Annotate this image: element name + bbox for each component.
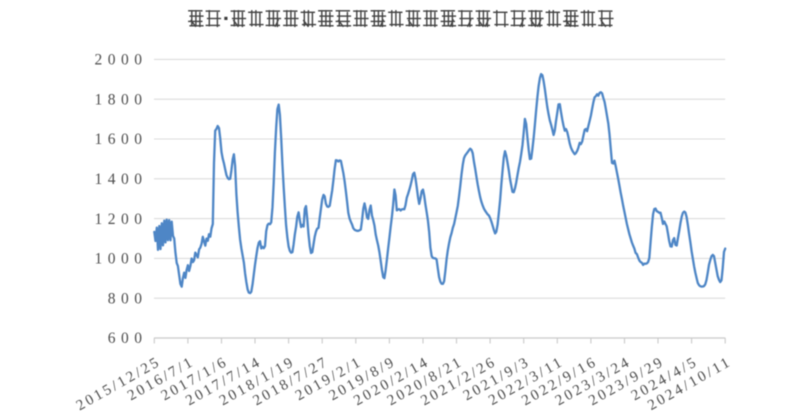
svg-text:1000: 1000	[95, 251, 148, 268]
svg-text:1400: 1400	[95, 171, 148, 188]
svg-text:1800: 1800	[95, 91, 148, 108]
svg-text:2000: 2000	[95, 52, 148, 69]
svg-text:1200: 1200	[95, 211, 148, 228]
svg-text:1600: 1600	[95, 131, 148, 148]
svg-text:800: 800	[108, 290, 148, 307]
svg-text:600: 600	[108, 330, 148, 347]
